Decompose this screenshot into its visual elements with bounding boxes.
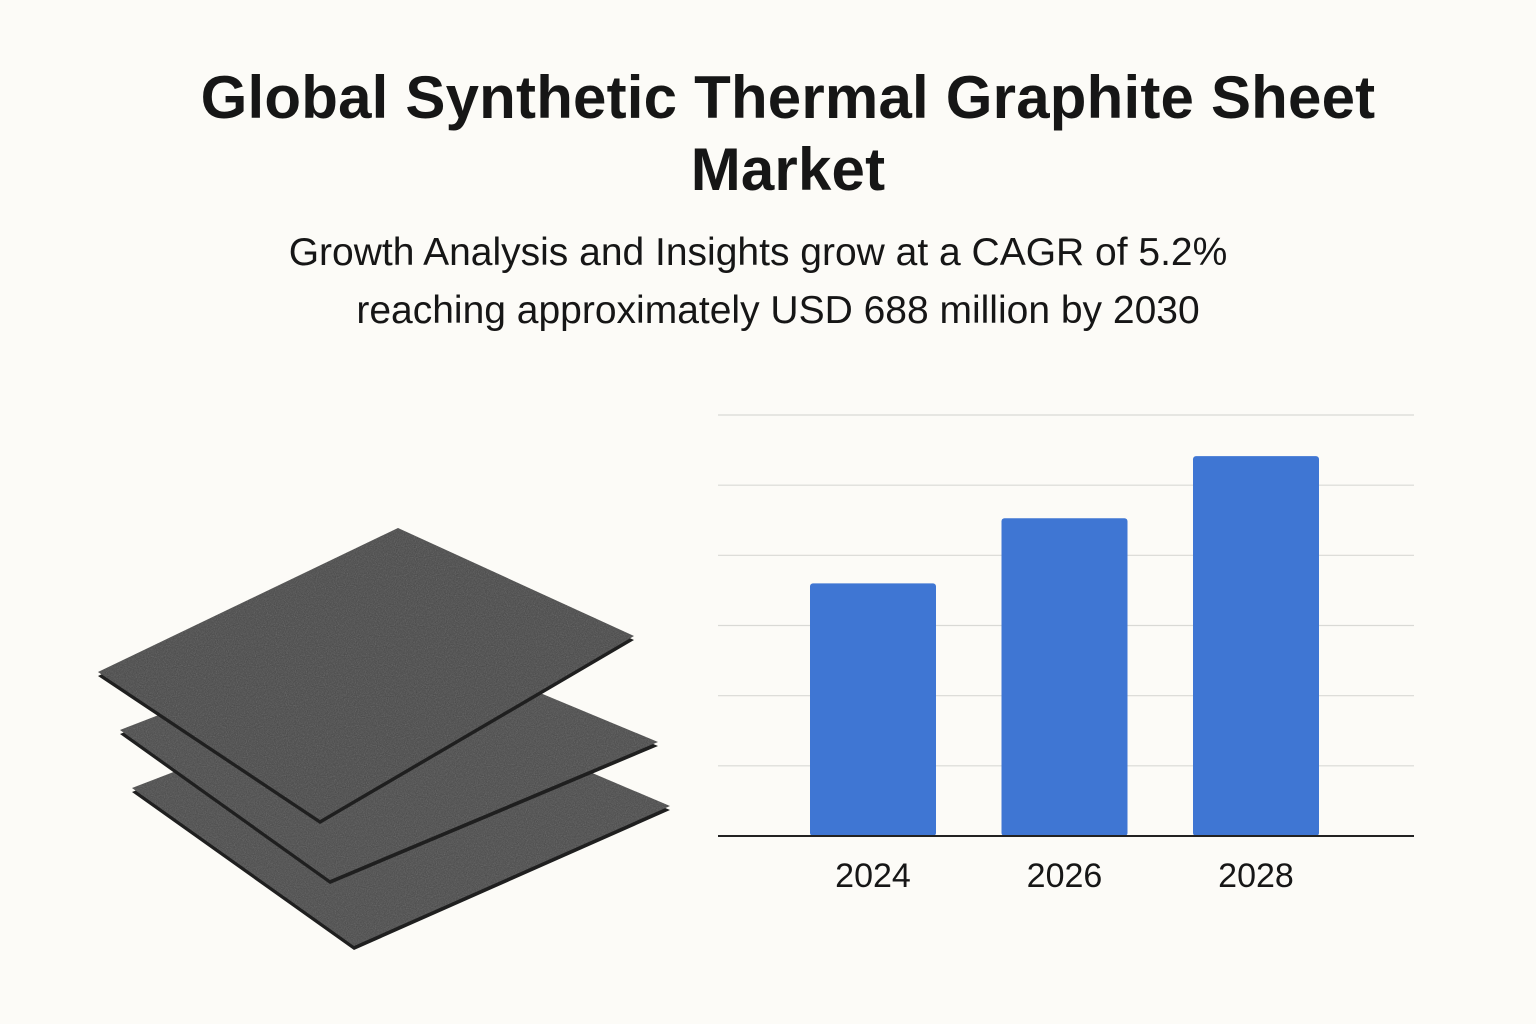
bar-2028 [1193,456,1319,836]
market-bar-chart: 2024 2026 2028 [718,414,1414,895]
subtitle-line-1: Growth Analysis and Insights grow at a C… [288,231,1228,274]
x-axis-ticks: 2024 2026 2028 [835,857,1294,895]
graphite-sheets-illustration [98,528,670,950]
x-tick-label-2028: 2028 [1218,857,1294,895]
bar-2026 [1001,518,1128,836]
page-subtitle: Growth Analysis and Insights grow at a C… [0,224,1536,340]
x-tick-label-2026: 2026 [1027,857,1103,895]
bars [810,456,1319,836]
page-title: Global Synthetic Thermal Graphite Sheet … [200,64,1376,203]
bar-2024 [810,583,936,836]
sheet-top [98,528,634,824]
subtitle-line-2: reaching approximately USD 688 million b… [356,289,1200,332]
x-tick-label-2024: 2024 [835,857,911,895]
